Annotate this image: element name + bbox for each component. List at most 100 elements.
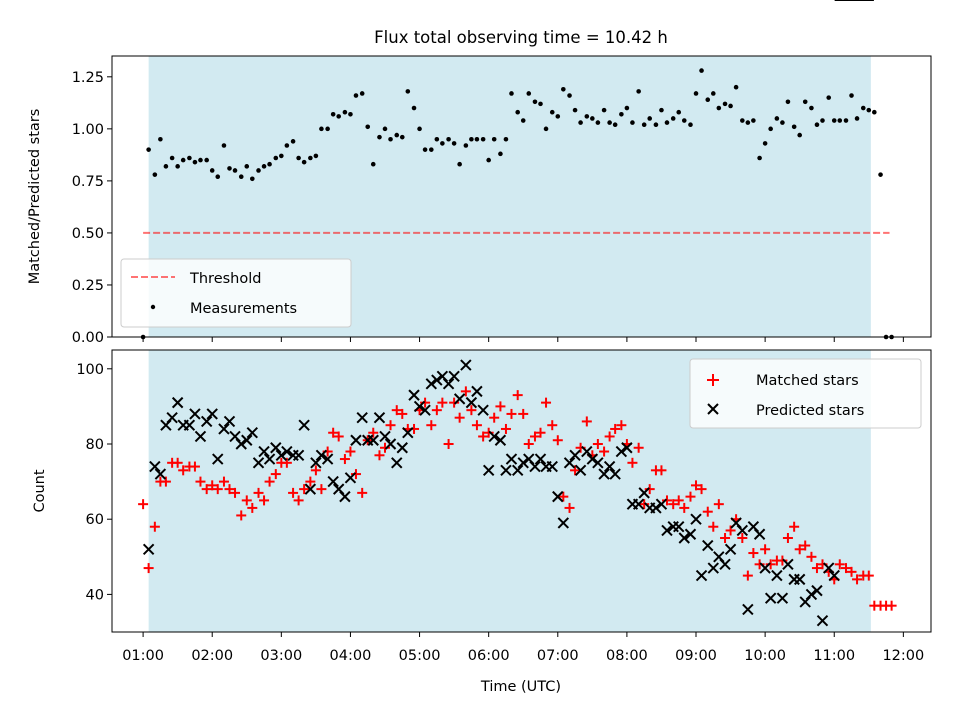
cross-b [270,442,282,454]
matched-star-point [720,533,731,543]
predicted-star-point [252,457,265,469]
measurement-point [814,122,820,127]
measurement-point [526,91,532,96]
cross-b [482,464,495,477]
matched-star-point [604,431,615,442]
predicted-star-point [724,543,737,555]
measurement-point [284,143,290,148]
matched-star-point [339,454,350,465]
predicted-star-point [425,378,438,390]
measurement-point [705,97,711,103]
cross-b [373,411,386,424]
matched-star-point [529,431,540,442]
matched-star-point [437,397,448,408]
top-legend-box [120,258,352,328]
matched-star-point [293,495,304,506]
measurement-point [722,101,728,107]
top-axes-frame [111,55,932,338]
measurement-point [716,105,722,111]
measurement-point [377,134,382,140]
matched-star-point [806,551,817,562]
matched-star-point [466,405,477,416]
matched-star-point [679,502,690,513]
count-panel: 40 60 80 100 01:00 02:00 03:00 04:00 05:00 06:00… [32,0,932,695]
matched-star-point [811,563,822,574]
matched-star-point [397,408,408,419]
matched-star-point [431,405,442,416]
measurement-point [831,118,837,123]
measurement-point [221,143,227,148]
measurement-point [238,174,244,180]
x-tick-label: 06:00 [468,648,510,664]
cross-b [546,460,558,473]
legend-threshold-label: Threshold [189,271,261,287]
cross-b [252,457,265,469]
matched-star-point [846,566,857,577]
cross-b [149,460,161,473]
matched-star-point [201,484,212,495]
measurement-point [820,118,825,123]
matched-star-point [230,487,241,498]
matched-star-point [800,540,811,551]
measurement-point [158,136,163,142]
legend-matched-swatch [707,374,719,386]
measurement-point [474,136,480,142]
matched-star-point [599,446,610,457]
measurement-point [688,122,693,127]
cross-b [471,385,483,398]
predicted-star-point [304,483,317,495]
predicted-star-point [246,427,259,439]
measurement-point [826,95,832,100]
predicted-star-point [581,445,593,458]
predicted-star-point [690,513,702,525]
predicted-star-point [511,464,524,477]
matched-star-point [627,457,638,468]
cross-b [586,453,599,465]
matched-star-point [207,480,218,491]
cross-b [436,370,449,383]
cross-b [621,442,633,454]
cross-b [719,558,731,571]
predicted-star-point [707,562,719,574]
measurement-point [296,155,301,161]
cross-b [453,393,466,405]
predicted-star-point [638,487,650,499]
measurement-point [330,111,336,117]
cross-b [650,502,662,514]
predicted-star-point [546,460,558,473]
measurement-point [250,176,255,182]
matched-star-point [247,502,258,513]
cross-b [505,453,518,465]
measurement-point [463,143,469,148]
predicted-star-point [194,430,207,443]
measurement-point [520,118,526,123]
measurement-point [745,120,751,125]
predicted-star-point [142,543,155,555]
x-axis-label: Time (UTC) [480,679,561,695]
measurement-point [751,118,756,123]
matched-star-point [760,544,771,555]
matched-star-point [547,420,558,431]
cross-b [736,524,749,537]
predicted-star-point [650,502,662,514]
measurement-point [699,68,704,73]
cross-b [702,539,714,552]
predicted-star-point [218,423,230,435]
cross-b [534,453,547,465]
x-tick-label: 01:00 [122,648,164,664]
measurement-point [774,116,780,121]
measurement-point [641,122,647,127]
measurement-point [676,109,682,115]
legend-measurements-label: Measurements [190,301,297,317]
predicted-star-point [275,449,288,461]
matched-star-point [754,559,765,570]
cross-b [344,472,357,484]
predicted-star-point [552,490,564,503]
measurement-point [578,120,583,125]
predicted-star-point [598,468,610,480]
matched-star-point [610,423,621,434]
cross-b [811,584,823,597]
measurement-point [319,126,324,132]
measurement-point [446,136,451,142]
predicted-star-point [517,457,529,469]
